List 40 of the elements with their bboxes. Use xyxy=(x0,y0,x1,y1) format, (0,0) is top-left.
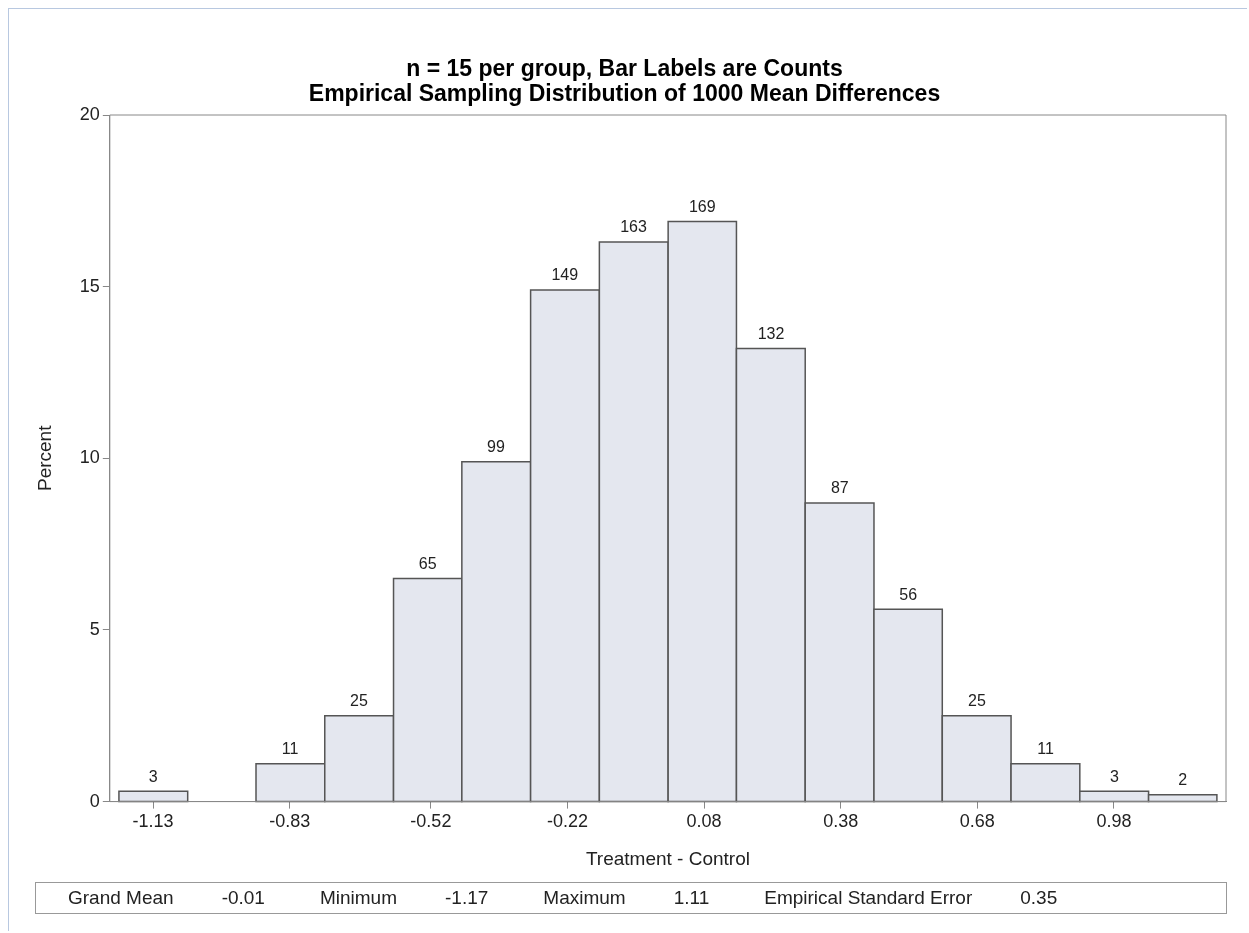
annotation: 132 xyxy=(757,324,785,342)
annotation: 149 xyxy=(551,266,579,284)
x-tick-label: -0.22 xyxy=(546,811,589,832)
annotation: 87 xyxy=(830,479,849,497)
annotation: 11 xyxy=(1037,740,1055,758)
annotation: 2 xyxy=(1178,771,1188,789)
text: -0.01 xyxy=(221,887,265,909)
annotation: 99 xyxy=(487,438,505,456)
text: Maximum xyxy=(543,887,626,909)
text: Grand Mean xyxy=(68,887,174,909)
y-axis-title: Percent xyxy=(33,424,55,492)
text: 1.11 xyxy=(673,887,710,909)
annotation: 3 xyxy=(148,767,158,785)
annotation: 11 xyxy=(281,740,299,758)
annotation: 25 xyxy=(968,692,986,710)
x-tick-label: -0.83 xyxy=(269,811,311,832)
x-tick-label: -0.52 xyxy=(410,811,452,832)
y-tick-label: 10 xyxy=(79,447,100,468)
x-tick-label: -1.13 xyxy=(132,811,174,832)
text: -1.17 xyxy=(445,887,489,909)
y-tick-label: 0 xyxy=(89,790,100,811)
x-tick-label: 0.68 xyxy=(959,811,995,832)
annotation: 163 xyxy=(620,218,647,236)
chart-subtitle: Empirical Sampling Distribution of 1000 Mean Differences xyxy=(308,80,941,106)
x-axis-title: Treatment - Control xyxy=(585,847,750,869)
x-tick-label: 0.08 xyxy=(686,811,722,832)
annotation: 169 xyxy=(688,197,716,215)
y-tick-label: 20 xyxy=(79,103,100,124)
y-tick-label: 5 xyxy=(89,618,100,639)
annotation: 65 xyxy=(418,554,437,572)
annotation: 25 xyxy=(350,692,368,710)
y-tick-label: 15 xyxy=(79,275,100,296)
annotation: 3 xyxy=(1109,767,1119,785)
x-tick-label: 0.38 xyxy=(823,811,859,832)
annotation: 56 xyxy=(899,585,918,603)
chart-title: n = 15 per group, Bar Labels are Counts xyxy=(405,55,844,82)
text: Minimum xyxy=(319,887,397,909)
text: Empirical Standard Error xyxy=(764,887,973,909)
text: 0.35 xyxy=(1020,887,1058,909)
x-tick-label: 0.98 xyxy=(1096,811,1132,832)
